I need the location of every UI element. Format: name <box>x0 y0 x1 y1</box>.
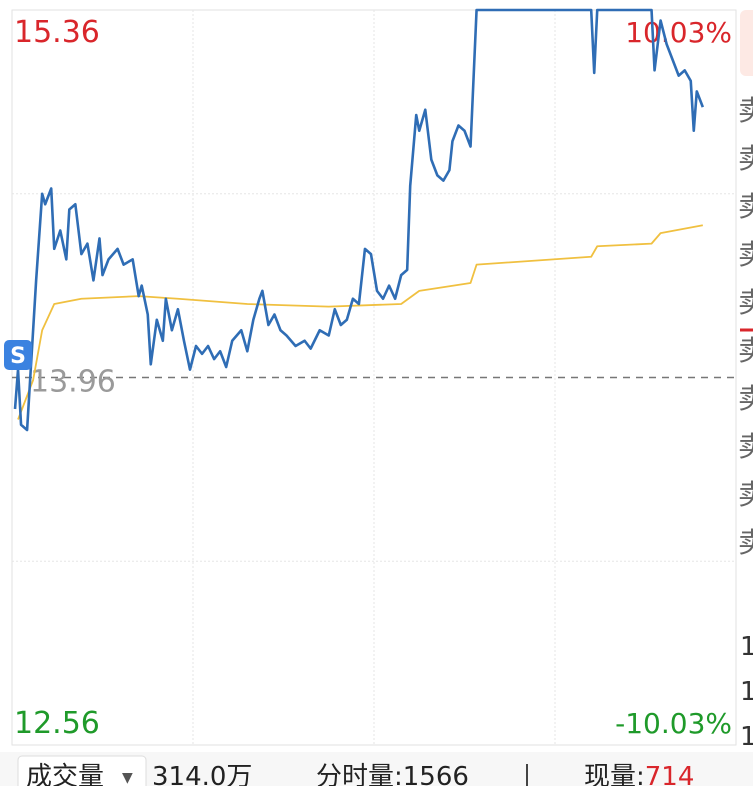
side-tab <box>740 10 753 76</box>
dropdown-arrow[interactable]: ▼ <box>122 770 133 786</box>
side-label: 卖 <box>738 190 753 223</box>
tick-volume-value: 1566 <box>403 762 469 786</box>
side-label: 卖 <box>738 526 753 559</box>
side-label: 卖 <box>738 238 753 271</box>
volume-total: 314.0万 <box>152 762 252 786</box>
tick-volume-label: 分时量: <box>316 762 403 786</box>
side-label: 卖 <box>738 382 753 415</box>
tick-volume: 分时量:1566 <box>316 762 469 786</box>
volume-button[interactable] <box>17 755 147 786</box>
volume-label[interactable]: 成交量 <box>26 762 104 786</box>
s-badge-text[interactable]: S <box>10 344 26 369</box>
y-tick-label: 13.96 <box>30 365 116 400</box>
s-badge[interactable] <box>4 340 32 370</box>
current-volume-label: 现量: <box>584 762 645 786</box>
side-label: 卖 <box>738 142 753 175</box>
current-volume: 现量:714 <box>584 762 694 786</box>
side-label: 卖 <box>738 334 753 367</box>
side-number: 1 <box>740 677 753 707</box>
y2-tick-label: -10.03% <box>615 707 732 740</box>
y-tick-label: 12.56 <box>14 706 100 741</box>
side-label: 卖 <box>738 478 753 511</box>
side-number: 1 <box>740 632 753 662</box>
side-label: 卖 <box>738 94 753 127</box>
y-tick-label: 15.36 <box>14 15 100 50</box>
side-number: 1 <box>740 722 753 752</box>
y2-tick-label: 10.03% <box>625 16 732 49</box>
price-line <box>13 8 705 432</box>
side-label: 卖 <box>738 286 753 319</box>
plot: 15.36 13.96 12.56 10.03% -10.03% <box>12 8 736 745</box>
average-line <box>17 224 703 420</box>
side-label: 卖 <box>738 430 753 463</box>
current-volume-value: 714 <box>645 762 695 786</box>
